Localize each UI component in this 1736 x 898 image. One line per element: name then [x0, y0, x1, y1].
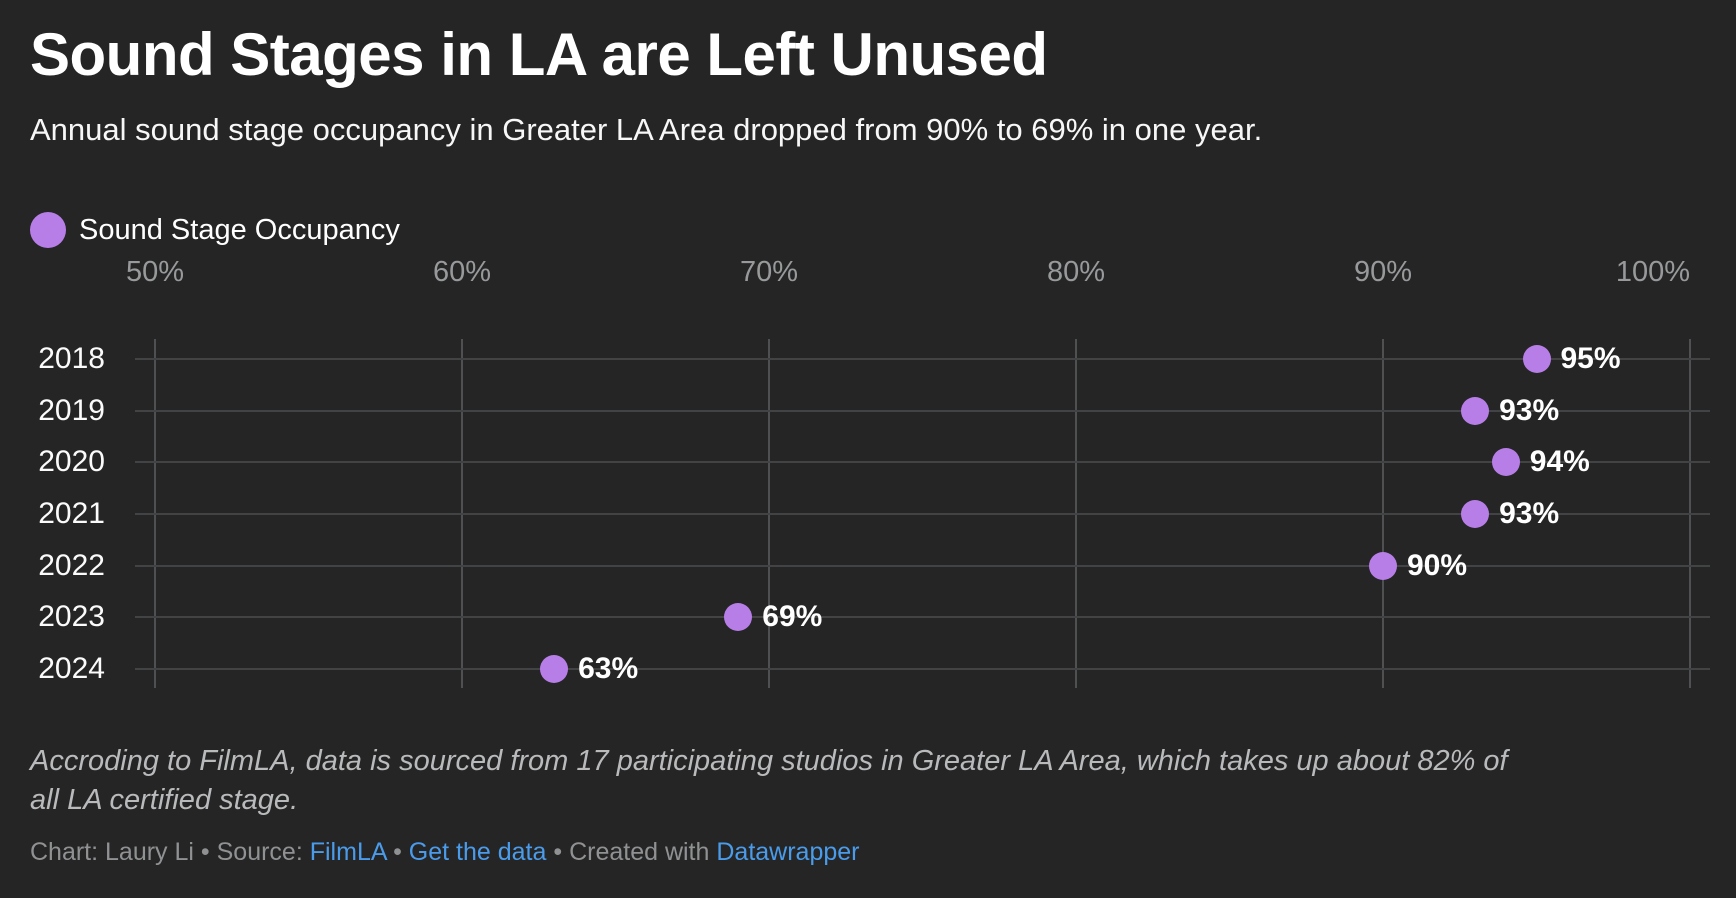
- y-axis-year-label: 2024: [38, 652, 105, 685]
- x-axis-tick-label: 70%: [739, 256, 799, 288]
- x-axis-tick-label: 90%: [1353, 256, 1413, 288]
- footnote: Accroding to FilmLA, data is sourced fro…: [30, 742, 1508, 820]
- credits-separator: •: [546, 838, 570, 866]
- data-point-dot[interactable]: [1461, 396, 1490, 425]
- data-point-dot[interactable]: [1369, 551, 1397, 580]
- credits-separator: •: [193, 838, 217, 866]
- datawrapper-link[interactable]: Datawrapper: [716, 838, 860, 866]
- x-axis-tick-label: 60%: [432, 256, 492, 288]
- data-point-dot[interactable]: [1491, 448, 1520, 477]
- data-point-dot[interactable]: [1522, 345, 1551, 373]
- y-axis-year-label: 2018: [38, 342, 105, 375]
- footnote-line-2: all LA certified stage.: [30, 784, 299, 816]
- grid-line-horizontal: [135, 358, 1710, 360]
- data-point-dot[interactable]: [724, 603, 753, 632]
- data-point-value-label: 93%: [1499, 393, 1560, 427]
- data-point-value-label: 93%: [1499, 497, 1560, 530]
- source-link[interactable]: FilmLA: [309, 838, 387, 866]
- data-point-dot[interactable]: [540, 655, 569, 683]
- chart-subtitle: Annual sound stage occupancy in Greater …: [30, 112, 1263, 147]
- footnote-line-1: Accroding to FilmLA, data is sourced fro…: [30, 745, 1508, 777]
- y-axis-year-label: 2019: [38, 393, 105, 427]
- grid-line-horizontal: [135, 513, 1710, 515]
- legend: Sound Stage Occupancy: [30, 211, 400, 249]
- chart-title: Sound Stages in LA are Left Unused: [30, 21, 1048, 88]
- created-with-label: Created with: [569, 838, 717, 866]
- get-the-data-link[interactable]: Get the data: [408, 838, 547, 866]
- grid-line-horizontal: [135, 616, 1710, 619]
- data-point-value-label: 95%: [1560, 342, 1621, 375]
- grid-line-horizontal: [135, 668, 1710, 670]
- y-axis-year-label: 2022: [38, 548, 105, 582]
- y-axis-year-label: 2023: [38, 600, 105, 634]
- legend-dot-icon: [30, 212, 66, 248]
- data-point-dot[interactable]: [1461, 500, 1490, 528]
- grid-line-horizontal: [135, 564, 1710, 567]
- y-axis-year-label: 2021: [38, 497, 105, 530]
- credits-separator: •: [386, 838, 409, 866]
- y-axis-year-label: 2020: [38, 445, 105, 479]
- grid-line-horizontal: [135, 461, 1710, 464]
- data-point-value-label: 94%: [1529, 445, 1590, 479]
- data-point-value-label: 69%: [762, 600, 823, 634]
- grid-line-horizontal: [135, 409, 1710, 412]
- chart-author: Chart: Laury Li: [30, 838, 194, 866]
- legend-label: Sound Stage Occupancy: [79, 213, 400, 246]
- data-point-value-label: 63%: [578, 652, 639, 685]
- data-point-value-label: 90%: [1407, 548, 1468, 582]
- x-axis-tick-label: 100%: [1615, 256, 1690, 288]
- x-axis-tick-label: 80%: [1046, 256, 1106, 288]
- credits-line: Chart: Laury Li • Source: FilmLA • Get t…: [30, 838, 860, 867]
- x-axis-tick-label: 50%: [125, 256, 185, 288]
- source-label: Source:: [216, 838, 310, 866]
